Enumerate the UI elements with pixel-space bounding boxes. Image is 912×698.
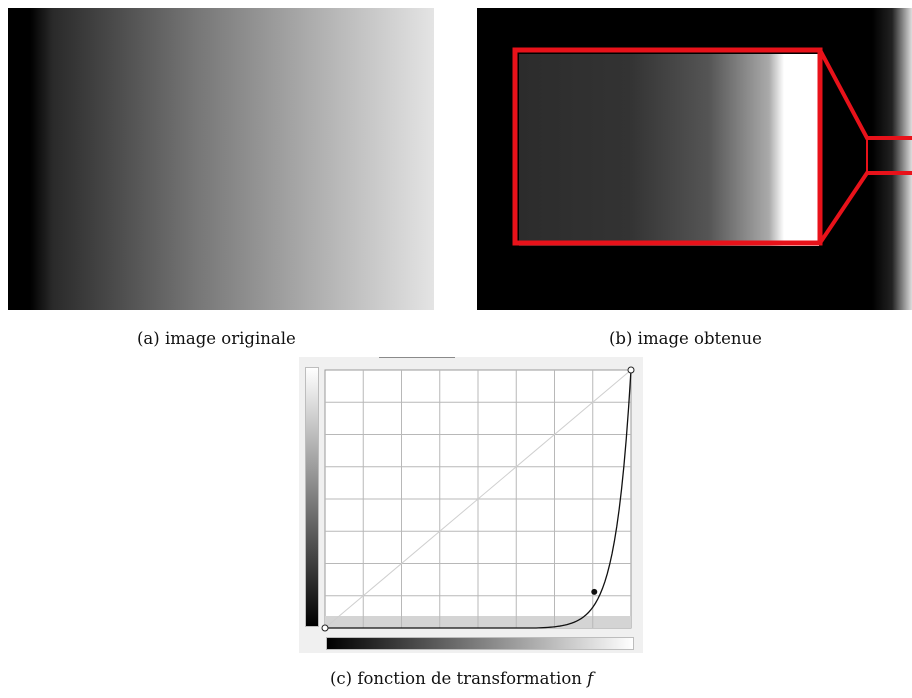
original-gradient-image	[8, 8, 434, 310]
control-point-end	[627, 366, 635, 374]
input-gradient-bar	[326, 637, 634, 650]
caption-a: (a) image originale	[137, 329, 296, 348]
zoom-highlight-overlay	[512, 47, 912, 246]
highlight-rect	[512, 47, 823, 246]
caption-c-text: (c) fonction de transformation	[330, 669, 588, 688]
result-image-edge	[872, 8, 912, 310]
caption-c: (c) fonction de transformation f	[330, 669, 593, 688]
curve-plot[interactable]	[299, 357, 643, 653]
control-point-start	[321, 624, 329, 632]
identity-line	[324, 369, 632, 629]
result-image-content	[519, 54, 819, 246]
output-gradient-bar	[305, 367, 319, 627]
control-point-mid	[591, 588, 598, 595]
tab-indicator	[379, 357, 455, 358]
curves-widget	[299, 357, 643, 653]
transfer-curve	[325, 369, 632, 629]
highlight-connector	[818, 171, 912, 245]
caption-b: (b) image obtenue	[609, 329, 762, 348]
result-image	[477, 8, 912, 310]
highlight-connector	[818, 49, 912, 140]
caption-c-symbol: f	[587, 669, 594, 688]
